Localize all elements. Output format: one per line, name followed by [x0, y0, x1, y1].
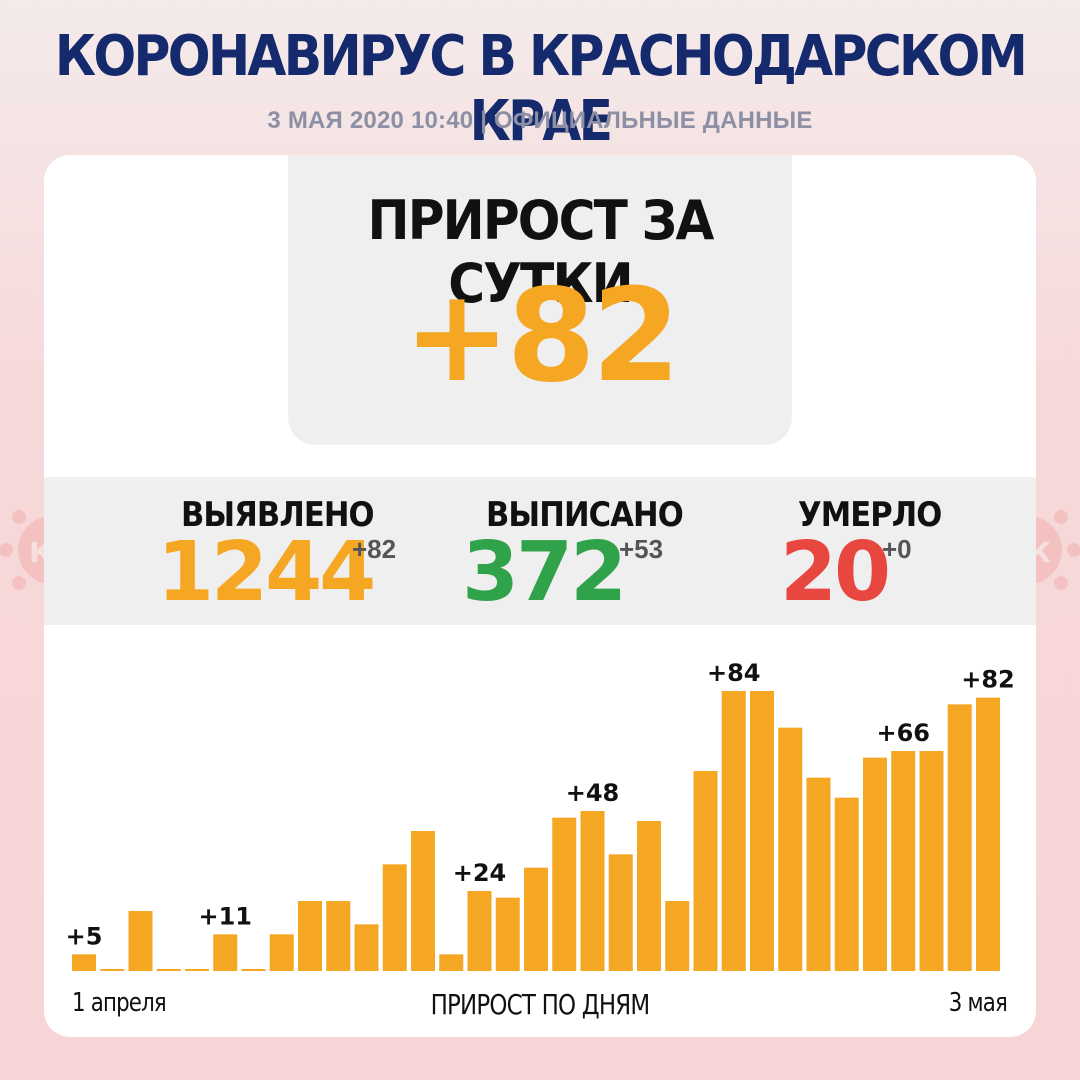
chart-bar: [976, 697, 1000, 971]
chart-bar: [495, 897, 520, 971]
daily-growth-chart: +5 +11 +24 +48 +84 +66 +82: [66, 659, 1015, 971]
chart-data-label: +82: [961, 666, 1015, 694]
chart-bar: [806, 777, 831, 971]
recovered-label: ВЫПИСАНО: [486, 495, 684, 535]
chart-bar: [467, 891, 492, 971]
chart-bar: [665, 901, 690, 971]
daily-growth-box: ПРИРОСТ ЗА СУТКИ +82: [288, 155, 792, 445]
x-axis-title: ПРИРОСТ ПО ДНЯМ: [430, 988, 651, 1021]
chart-data-label: +5: [66, 922, 103, 950]
chart-bar: [721, 691, 746, 971]
stats-band: ВЫЯВЛЕНО 1244 +82 ВЫПИСАНО 372 +53 УМЕРЛ…: [44, 477, 1036, 625]
chart-bar: [919, 751, 944, 971]
chart-bar: [411, 831, 435, 971]
chart-bar: [354, 924, 379, 971]
chart-data-label: +24: [453, 859, 507, 887]
chart-data-label: +11: [198, 902, 252, 930]
chart-bar: [552, 817, 577, 971]
deaths-label: УМЕРЛО: [798, 495, 942, 535]
chart-bar: [778, 727, 803, 971]
chart-bar: [637, 821, 661, 971]
chart-bar: [750, 691, 774, 971]
chart-data-label: +66: [876, 719, 930, 747]
detected-value: 1244: [157, 525, 376, 620]
detected-label: ВЫЯВЛЕНО: [181, 495, 375, 535]
page-subtitle: 3 МАЯ 2020 10:40 | ОФИЦИАЛЬНЫЕ ДАННЫЕ: [267, 107, 813, 134]
chart-bar: [524, 867, 548, 971]
chart-bar: [580, 811, 605, 971]
chart-bar: [834, 797, 859, 971]
chart-bar: [156, 969, 181, 971]
detected-stat: ВЫЯВЛЕНО 1244 +82: [157, 477, 427, 625]
chart-bar: [439, 954, 464, 971]
deaths-stat: УМЕРЛО 20 +0: [774, 477, 954, 625]
chart-bar: [891, 751, 916, 971]
chart-data-label: +84: [707, 659, 761, 687]
main-card: ПРИРОСТ ЗА СУТКИ +82 ВЫЯВЛЕНО 1244 +82 В…: [44, 155, 1036, 1037]
x-axis-end-label: 3 мая: [948, 988, 1008, 1018]
chart-bar: [947, 704, 972, 971]
detected-delta: +82: [352, 534, 397, 564]
chart-bar: [100, 969, 125, 971]
recovered-delta: +53: [619, 534, 664, 564]
chart-bar: [608, 854, 633, 971]
daily-growth-value: +82: [403, 262, 680, 411]
chart-bar: [326, 901, 351, 971]
recovered-value: 372: [462, 525, 627, 620]
daily-growth-label: ПРИРОСТ ЗА СУТКИ: [367, 189, 715, 315]
recovered-stat: ВЫПИСАНО 372 +53: [462, 477, 712, 625]
x-axis-start-label: 1 апреля: [72, 988, 167, 1018]
chart-bar: [72, 954, 96, 971]
deaths-value: 20: [780, 525, 891, 620]
page-title: КОРОНАВИРУС В КРАСНОДАРСКОМ КРАЕ: [54, 24, 1028, 154]
chart-bar: [213, 934, 238, 971]
chart-bar: [298, 901, 322, 971]
deaths-delta: +0: [882, 534, 912, 564]
chart-bar: [382, 864, 407, 971]
chart-bar: [863, 757, 887, 971]
chart-bar: [269, 934, 294, 971]
chart-bar: [185, 969, 209, 971]
chart-bar: [241, 969, 266, 971]
chart-bar: [128, 911, 153, 971]
chart-data-label: +48: [566, 779, 620, 807]
chart-bar: [693, 771, 718, 971]
